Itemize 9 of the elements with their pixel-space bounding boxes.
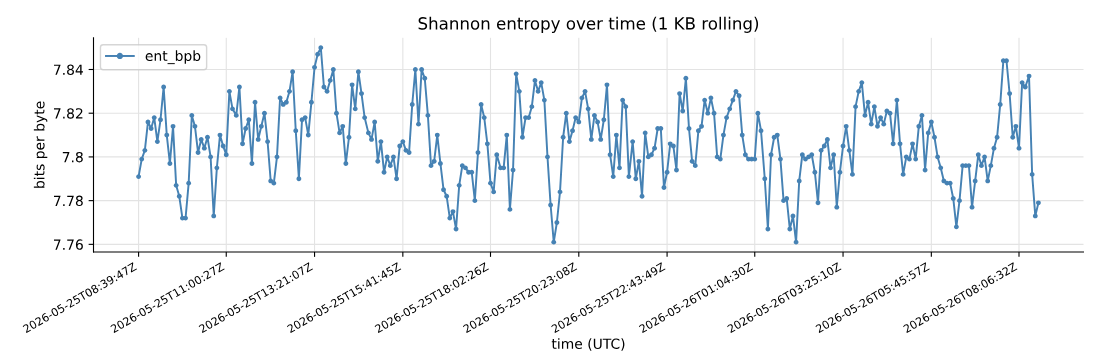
y-tick-label: 7.76 bbox=[53, 239, 83, 250]
legend-label: ent_bpb bbox=[145, 50, 201, 65]
y-tick-label: 7.78 bbox=[53, 195, 83, 207]
y-tick-label: 7.84 bbox=[53, 64, 83, 75]
chart-title: Shannon entropy over time (1 KB rolling) bbox=[418, 16, 759, 33]
x-axis-title: time (UTC) bbox=[551, 338, 625, 351]
y-tick-label: 7.82 bbox=[53, 108, 83, 119]
y-axis-title: bits per byte bbox=[33, 101, 48, 188]
y-tick-label: 7.8 bbox=[62, 151, 83, 163]
